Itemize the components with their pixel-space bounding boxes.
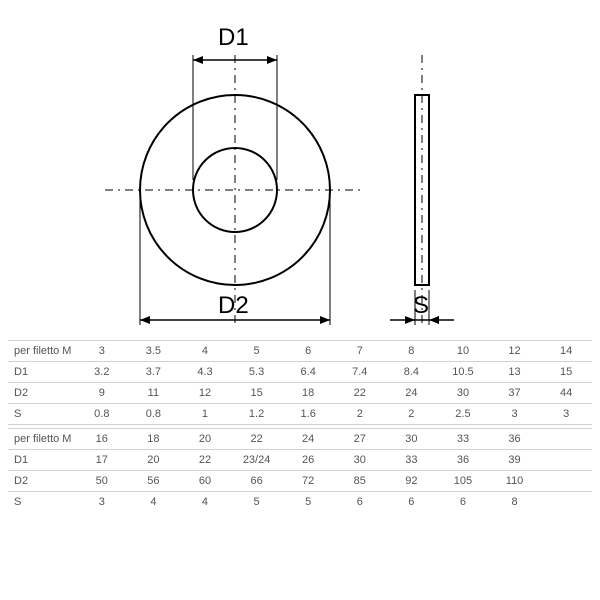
washer-diagram: D1 D2 S — [20, 0, 580, 340]
s-arrow-r — [429, 316, 439, 324]
d2-arrow-r — [320, 316, 330, 324]
d2-label: D2 — [218, 292, 249, 320]
s-label: S — [413, 292, 429, 320]
table-row: D250566066728592105110 — [8, 471, 592, 492]
table-row: S344556668 — [8, 492, 592, 513]
d1-arrow-l — [193, 56, 203, 64]
table-header-row: per filetto M161820222427303336 — [8, 429, 592, 450]
table-header-row: per filetto M33.545678101214 — [8, 341, 592, 362]
d1-arrow-r — [267, 56, 277, 64]
d2-arrow-l — [140, 316, 150, 324]
table-row: D13.23.74.35.36.47.48.410.51315 — [8, 362, 592, 383]
dimension-tables: per filetto M33.545678101214D13.23.74.35… — [8, 340, 592, 512]
table-row: S0.80.811.21.6222.533 — [8, 404, 592, 425]
d1-label: D1 — [218, 24, 249, 52]
table-row: D117202223/242630333639 — [8, 450, 592, 471]
table-row: D29111215182224303744 — [8, 383, 592, 404]
washer-svg — [20, 0, 580, 340]
